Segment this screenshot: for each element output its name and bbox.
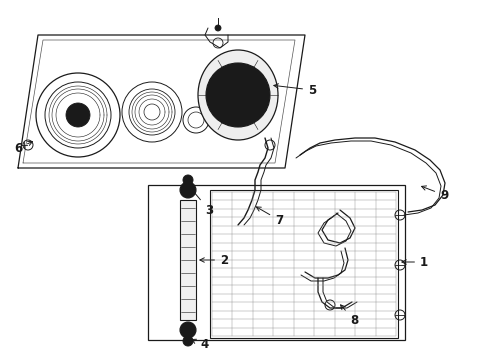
Text: 1: 1 — [401, 256, 427, 269]
Circle shape — [180, 322, 196, 338]
Text: 4: 4 — [191, 338, 208, 351]
Text: 7: 7 — [256, 207, 283, 226]
Text: 5: 5 — [273, 84, 316, 96]
Bar — [209, 190, 397, 338]
Bar — [148, 185, 404, 340]
Circle shape — [183, 336, 193, 346]
Text: 3: 3 — [190, 188, 213, 216]
Circle shape — [215, 25, 221, 31]
Circle shape — [66, 103, 90, 127]
Text: 2: 2 — [200, 253, 228, 266]
Text: 9: 9 — [421, 186, 447, 202]
Circle shape — [227, 85, 247, 105]
Circle shape — [183, 175, 193, 185]
Circle shape — [180, 182, 196, 198]
Circle shape — [205, 63, 269, 127]
Text: 6: 6 — [14, 141, 32, 154]
Text: 8: 8 — [340, 305, 358, 327]
Bar — [180, 200, 196, 320]
Ellipse shape — [198, 50, 278, 140]
